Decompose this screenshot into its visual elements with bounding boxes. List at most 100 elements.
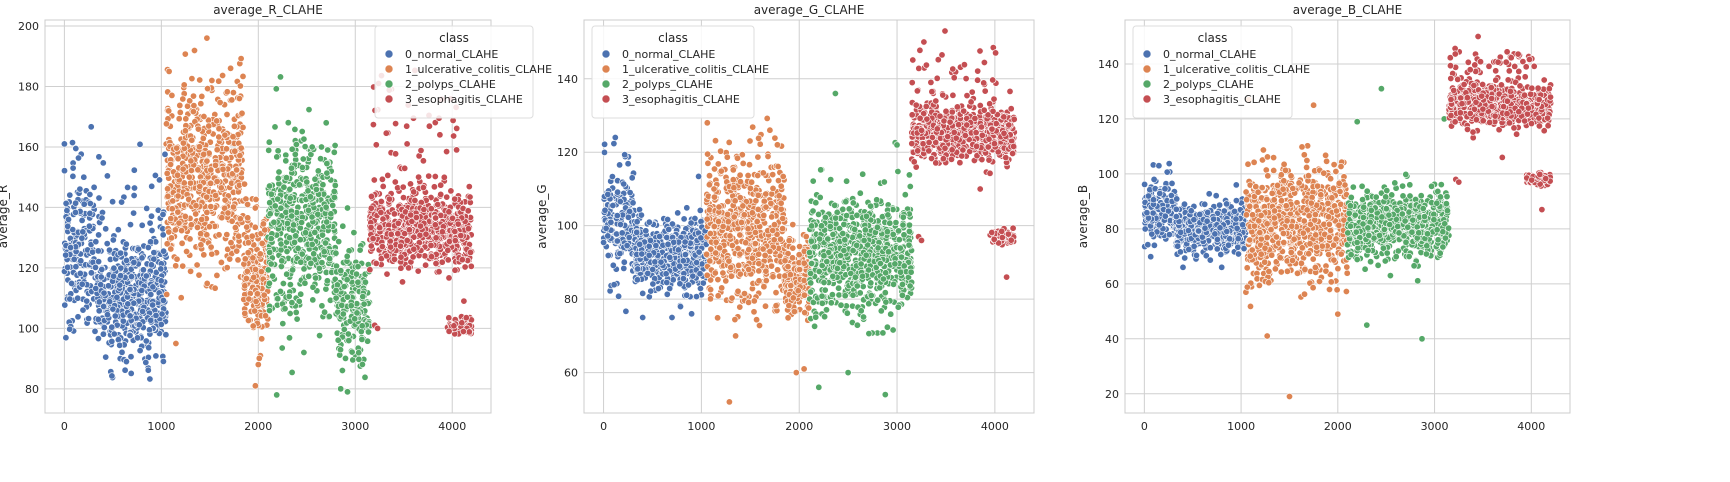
data-point-0 (688, 310, 696, 318)
data-point-1 (740, 290, 748, 298)
data-point-1 (764, 153, 772, 161)
data-point-1 (181, 127, 189, 135)
data-point-1 (725, 257, 733, 265)
data-point-0 (683, 204, 691, 212)
data-point-1 (715, 203, 723, 211)
data-point-1 (733, 154, 741, 162)
data-point-0 (130, 192, 138, 200)
data-point-0 (143, 204, 151, 212)
data-point-2 (314, 210, 322, 218)
data-point-3 (453, 146, 461, 154)
data-point-0 (117, 264, 125, 272)
data-point-1 (785, 237, 793, 245)
data-point-0 (681, 238, 689, 246)
data-point-1 (173, 144, 181, 152)
data-point-1 (228, 96, 236, 104)
data-point-2 (353, 309, 361, 317)
data-point-1 (251, 204, 259, 212)
data-point-2 (332, 286, 340, 294)
data-point-0 (116, 281, 124, 289)
data-point-1 (244, 214, 252, 222)
y-tick-label: 160 (18, 141, 39, 154)
data-point-0 (157, 320, 165, 328)
data-point-1 (706, 257, 714, 265)
data-point-0 (138, 254, 146, 262)
data-point-0 (142, 337, 150, 345)
data-point-2 (318, 259, 326, 267)
data-point-2 (355, 349, 363, 357)
data-point-1 (207, 166, 215, 174)
data-point-2 (265, 138, 273, 146)
data-point-2 (283, 270, 291, 278)
data-point-1 (228, 217, 236, 225)
data-point-0 (94, 247, 102, 255)
data-point-3 (403, 236, 411, 244)
y-tick-label: 100 (18, 322, 39, 335)
data-point-0 (62, 334, 70, 342)
data-point-3 (465, 328, 473, 336)
data-point-1 (771, 134, 779, 142)
data-point-2 (286, 281, 294, 289)
data-point-1 (171, 226, 179, 234)
data-point-1 (216, 99, 224, 107)
data-point-0 (111, 312, 119, 320)
data-point-0 (135, 245, 143, 253)
data-point-3 (369, 235, 377, 243)
data-point-0 (609, 202, 617, 210)
data-point-0 (64, 263, 72, 271)
data-point-2 (266, 210, 274, 218)
data-point-2 (350, 229, 358, 237)
data-point-1 (198, 92, 206, 100)
data-point-2 (277, 246, 285, 254)
data-point-1 (769, 227, 777, 235)
data-point-1 (261, 226, 269, 234)
data-point-0 (86, 209, 94, 217)
data-point-1 (223, 88, 231, 96)
data-point-0 (148, 212, 156, 220)
data-point-1 (784, 263, 792, 271)
data-point-2 (288, 299, 296, 307)
data-point-0 (652, 242, 660, 250)
data-point-2 (283, 219, 291, 227)
data-point-0 (64, 222, 72, 230)
data-point-2 (287, 164, 295, 172)
data-point-1 (241, 180, 249, 188)
data-point-0 (100, 323, 108, 331)
data-point-0 (95, 231, 103, 239)
data-point-1 (255, 354, 263, 362)
data-point-0 (152, 352, 160, 360)
data-point-1 (769, 273, 777, 281)
data-point-2 (820, 278, 828, 286)
data-point-2 (358, 322, 366, 330)
data-point-0 (103, 172, 111, 180)
data-point-1 (768, 213, 776, 221)
data-point-0 (622, 307, 630, 315)
data-point-0 (103, 240, 111, 248)
data-point-1 (706, 295, 714, 303)
data-point-0 (695, 172, 703, 180)
data-point-2 (336, 346, 344, 354)
data-point-1 (736, 270, 744, 278)
data-point-1 (185, 173, 193, 181)
data-point-0 (66, 325, 74, 333)
data-point-3 (438, 258, 446, 266)
data-point-0 (78, 280, 86, 288)
data-point-1 (221, 196, 229, 204)
data-point-3 (425, 172, 433, 180)
data-point-1 (194, 125, 202, 133)
data-point-2 (304, 206, 312, 214)
data-point-1 (244, 239, 252, 247)
data-point-2 (894, 168, 902, 176)
data-point-0 (110, 330, 118, 338)
data-point-0 (87, 269, 95, 277)
data-point-1 (769, 171, 777, 179)
data-point-3 (466, 248, 474, 256)
data-point-2 (292, 308, 300, 316)
data-point-1 (714, 292, 722, 300)
data-point-0 (624, 213, 632, 221)
data-point-1 (168, 91, 176, 99)
data-point-2 (835, 284, 843, 292)
y-tick-label: 180 (18, 81, 39, 94)
data-point-0 (136, 347, 144, 355)
data-point-2 (275, 168, 283, 176)
